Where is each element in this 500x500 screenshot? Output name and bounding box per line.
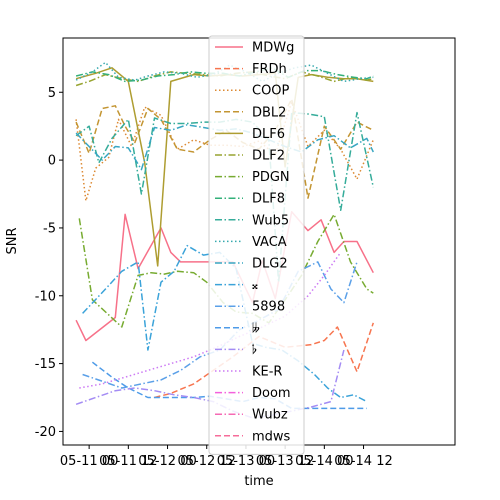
legend-label: Doom bbox=[252, 386, 291, 401]
legend-label: COOP bbox=[252, 84, 290, 99]
y-tick-label: -15 bbox=[35, 357, 56, 372]
x-tick-label: 05-14 00 bbox=[295, 454, 353, 469]
legend-label: DLF6 bbox=[252, 127, 285, 142]
x-tick-label: 05-13 00 bbox=[217, 454, 275, 469]
x-tick-label: 05-13 12 bbox=[256, 454, 314, 469]
y-tick-label: 5 bbox=[48, 86, 56, 101]
legend-label: mdws bbox=[252, 429, 291, 444]
y-tick-label: -5 bbox=[43, 221, 56, 236]
x-tick-label: 05-12 00 bbox=[138, 454, 196, 469]
series-line-5 bbox=[75, 71, 374, 87]
y-axis-label: SNR bbox=[5, 227, 20, 254]
y-tick-label: 0 bbox=[48, 154, 56, 169]
legend-label: FRDh bbox=[252, 62, 287, 77]
series-line-13 bbox=[91, 361, 367, 410]
legend-label: PDGN bbox=[252, 170, 290, 185]
y-tick-label: -20 bbox=[35, 425, 56, 440]
series-line-3 bbox=[75, 98, 374, 199]
series-line-6 bbox=[78, 213, 374, 328]
legend-label: 5898 bbox=[252, 300, 285, 315]
series-line-1 bbox=[154, 322, 375, 399]
series-line-15 bbox=[79, 251, 342, 389]
y-ticks: -20 -15 -10 -5 0 5 bbox=[35, 86, 63, 440]
legend-label: DLF2 bbox=[252, 149, 285, 164]
x-tick-label: 05-11 12 bbox=[99, 454, 157, 469]
legend-label: DLF8 bbox=[252, 192, 285, 207]
y-tick-label: -10 bbox=[35, 289, 56, 304]
x-axis-label: time bbox=[244, 474, 273, 489]
legend-label: KE-R bbox=[252, 365, 282, 380]
series-line-12 bbox=[82, 261, 358, 389]
x-tick-label: 05-14 12 bbox=[334, 454, 392, 469]
x-tick-label: 05-12 12 bbox=[178, 454, 236, 469]
legend-label: Wub5 bbox=[252, 213, 289, 228]
legend-label: DBL2 bbox=[252, 105, 286, 120]
legend-label: VACA bbox=[252, 235, 287, 250]
legend: MDWg FRDh COOP DBL2 DLF6 DLF2 PDGN DLF8 Wub5 VACA… bbox=[208, 35, 305, 455]
legend-label: Wubz bbox=[252, 408, 288, 423]
x-tick-label: 05-11 00 bbox=[60, 454, 118, 469]
legend-label: MDWg bbox=[252, 41, 294, 56]
legend-label: 𝄫 bbox=[252, 321, 260, 336]
legend-label: DLG2 bbox=[252, 257, 288, 272]
legend-label: 𝄬 bbox=[252, 343, 257, 358]
legend-label: 𝄪 bbox=[252, 278, 258, 293]
series-line-2 bbox=[75, 101, 374, 202]
